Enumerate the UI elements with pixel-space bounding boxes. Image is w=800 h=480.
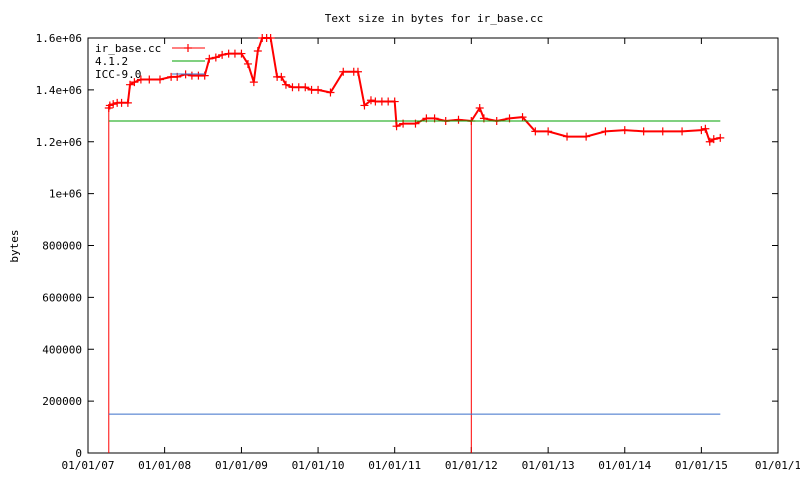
x-tick-label: 01/01/08 [138,459,191,472]
data-point [709,135,718,144]
data-point [237,49,246,58]
data-point [211,53,220,62]
data-point [156,75,165,84]
x-tick-label: 01/01/10 [292,459,345,472]
data-point [658,127,667,136]
data-point [701,124,710,133]
plot-frame [87,37,779,454]
data-point [366,96,375,105]
legend-marker [184,44,192,52]
data-point [301,83,310,92]
chart-title: Text size in bytes for ir_base.cc [325,12,544,25]
x-tick-label: 01/01/11 [368,459,421,472]
data-point [544,127,553,136]
data-point [249,78,258,87]
data-point [697,126,706,135]
x-tick-label: 01/01/12 [445,459,498,472]
plot-border [87,37,779,454]
data-point [130,78,139,87]
x-tick-label: 01/01/14 [598,459,651,472]
data-point [277,72,286,81]
series-ir-base-cc [104,34,725,453]
data-point [360,101,369,110]
data-point [314,85,323,94]
data-point [281,80,290,89]
data-point [218,50,227,59]
data-point [639,127,648,136]
series-layer [104,34,725,453]
data-point [716,133,725,142]
y-tick-label: 800000 [42,240,82,253]
y-tick-label: 0 [75,447,82,460]
data-point [582,132,591,141]
axis-ticks: 0 200000 400000 600000 800000 1e+06 1.2e+06 1.4… [36,32,800,472]
data-point [454,115,463,124]
x-tick-label: 01/01/15 [675,459,728,472]
data-point [123,98,132,107]
data-point [475,104,484,113]
data-point [339,67,348,76]
data-point [531,127,540,136]
y-tick-label: 600000 [42,291,82,304]
data-point [200,71,209,80]
data-point [390,97,399,106]
data-point [109,100,118,109]
data-point [392,122,401,131]
series-line [107,37,721,144]
data-point [243,59,252,68]
y-axis-label: bytes [8,229,21,262]
data-point [353,67,362,76]
data-point [266,34,275,42]
data-point [326,88,335,97]
y-tick-label: 1.2e+06 [36,136,82,149]
data-point [136,75,145,84]
data-point [620,126,629,135]
legend-label: ir_base.cc [95,42,161,55]
x-tick-label: 01/01/07 [62,459,115,472]
y-tick-label: 400000 [42,343,82,356]
x-tick-label: 01/01/1 [755,459,800,472]
y-tick-label: 1.6e+06 [36,32,82,45]
data-point [105,101,114,110]
data-point [253,46,262,55]
x-tick-label: 01/01/13 [522,459,575,472]
data-point [205,54,214,63]
legend-label: ICC-9.0 [95,68,141,81]
y-tick-label: 1e+06 [49,188,82,201]
y-tick-label: 1.4e+06 [36,84,82,97]
data-point [518,113,527,122]
data-point [678,127,687,136]
x-tick-label: 01/01/09 [215,459,268,472]
data-point [601,127,610,136]
y-tick-label: 200000 [42,395,82,408]
legend-label: 4.1.2 [95,55,128,68]
data-point [125,80,134,89]
data-point [145,75,154,84]
data-point [563,132,572,141]
